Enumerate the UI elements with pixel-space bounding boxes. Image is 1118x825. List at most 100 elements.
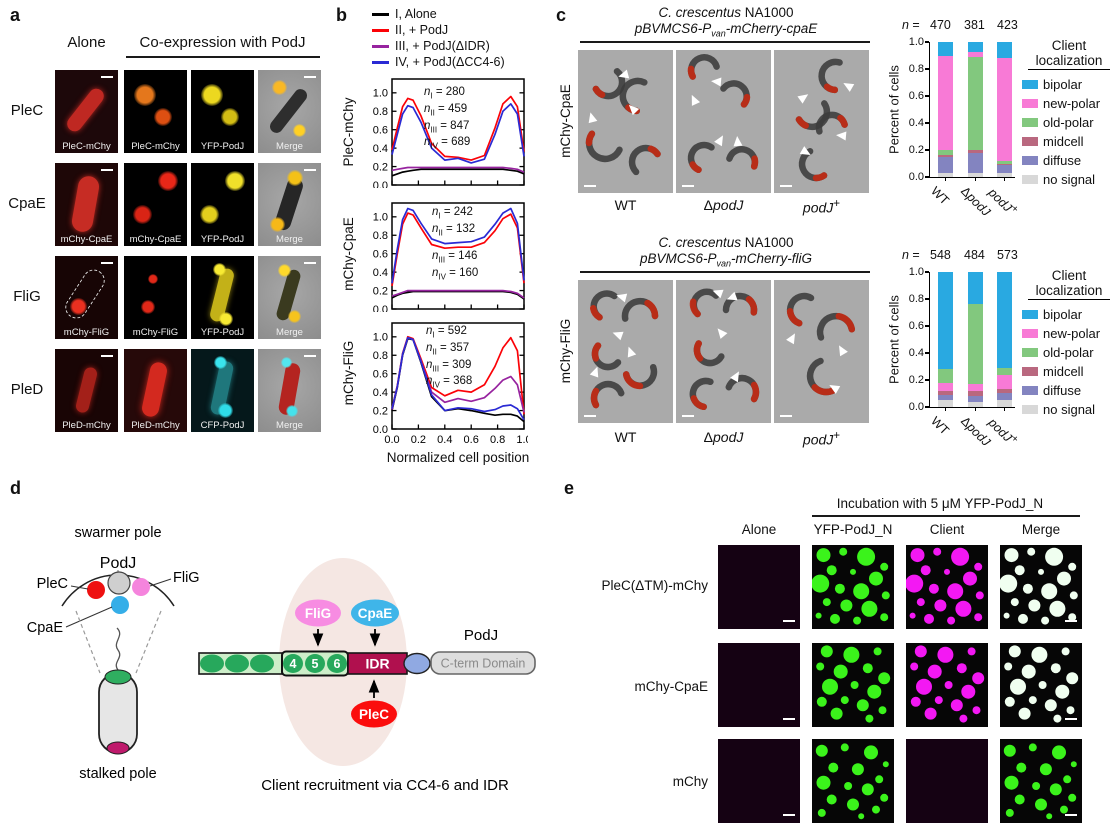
line-plot-plec: 0.0 0.2 0.4 0.6 0.8 1.0 (373, 78, 525, 188)
svg-text:0.4: 0.4 (373, 387, 388, 399)
legend-swatch (1022, 156, 1038, 165)
condition-label-podjplus: podJ+ (802, 429, 841, 448)
bar-segment (938, 400, 953, 407)
legend-title: Client (1051, 38, 1087, 53)
svg-text:1.0: 1.0 (516, 434, 528, 446)
legend-entry: II, + PodJ (372, 22, 505, 38)
svg-text:1.0: 1.0 (373, 212, 388, 224)
panel-e-label: e (564, 478, 575, 498)
micrograph-c-flig-podjplus (774, 280, 869, 423)
bar-ytick-label: 0.8 (908, 292, 924, 305)
plec-client-oval (351, 700, 397, 728)
legend-entry: no signal (1022, 170, 1116, 189)
bar-segment (968, 42, 983, 52)
plec-dot (87, 581, 105, 599)
cell-body (64, 85, 107, 135)
micrograph-pled-merge: Merge (258, 349, 321, 432)
client-localization-legend: Client localization bipolar new-polar old-po… (1022, 268, 1116, 419)
swarmer-pole-label: swarmer pole (74, 525, 161, 541)
svg-text:0.4: 0.4 (437, 434, 452, 446)
svg-text:0.0: 0.0 (373, 424, 388, 436)
flig-client-oval (295, 599, 341, 627)
bar-xtick (944, 177, 947, 181)
bar-xtick (974, 177, 977, 181)
stacked-bar-chart-flig: n = 548 484 573 Percent of cells 0.0 0.2 0.4 0.6… (884, 244, 1118, 470)
legend-entry: midcell (1022, 362, 1116, 381)
legend-entry: new-polar (1022, 324, 1116, 343)
cterm-box (430, 651, 536, 675)
bar-xtick (1003, 407, 1006, 411)
panel-a-header-alone: Alone (67, 34, 106, 51)
bar-segment (997, 389, 1012, 394)
bar-ytick-label: 0.2 (908, 143, 924, 156)
focus (272, 80, 287, 95)
micrograph-c-cpae-dpodj (676, 50, 771, 193)
micrograph-label: YFP-PodJ (200, 234, 245, 245)
plasmid-post: -mCherry-cpaE (725, 21, 818, 36)
scale-bar (304, 76, 316, 78)
e-row-label-mchy: mChy (672, 774, 708, 789)
micrograph-cpae-merge: Merge (258, 163, 321, 246)
bar-category-label: WT (927, 184, 952, 208)
cpae-client-label: CpaE (358, 606, 393, 621)
e-img-cpae-alone (718, 643, 800, 727)
stacked-bar (938, 272, 953, 407)
legend-line-swatch (372, 60, 389, 64)
bar-segment (968, 401, 983, 407)
bar-segment (938, 369, 953, 383)
c-row-label-flig: mChy-FliG (558, 318, 573, 384)
focus (148, 274, 158, 284)
legend-entry: diffuse (1022, 151, 1116, 170)
cell-outline (98, 672, 138, 754)
focus (213, 263, 226, 276)
legend-entry: old-polar (1022, 343, 1116, 362)
strain-name: C. crescentus (658, 235, 741, 250)
bar-segment (997, 367, 1012, 375)
legend-entry: I, Alone (372, 6, 505, 22)
bar-xtick (944, 407, 947, 411)
bar-segment (968, 150, 983, 153)
legend-label: old-polar (1043, 345, 1094, 360)
cterm-label: C-term Domain (441, 657, 526, 671)
e-col-header-merge: Merge (1021, 522, 1061, 537)
legend-label: no signal (1043, 402, 1096, 417)
scale-bar (101, 76, 113, 78)
focus (154, 108, 172, 126)
micrograph-label: YFP-PodJ (200, 141, 245, 152)
plot-n-annotation: nIII = 146 nIV = 160 (432, 250, 479, 282)
legend-entry: bipolar (1022, 305, 1116, 324)
legend-swatch (1022, 367, 1038, 376)
podj-label: PodJ (100, 555, 136, 572)
bar-ytick-label: 0.6 (908, 89, 924, 102)
bar-category-label: podJ+ (985, 185, 1020, 216)
legend-entry: no signal (1022, 400, 1116, 419)
legend-swatch (1022, 405, 1038, 414)
scale-bar (682, 185, 694, 187)
plot-n-annotation: nI = 242 nII = 132 (432, 206, 476, 238)
coiled-coil (200, 654, 224, 673)
panel-b-label: b (336, 5, 347, 25)
focus (287, 170, 303, 186)
legend-title: localization (1028, 283, 1110, 300)
micrograph-label: Merge (276, 141, 303, 152)
micrograph-label: mChy-FliG (63, 327, 110, 338)
panel-c-label: c (556, 5, 567, 25)
bar-segment (938, 272, 953, 370)
bar-segment (968, 173, 983, 177)
bar-segment (938, 42, 953, 56)
legend-label: bipolar (1043, 77, 1083, 92)
bar-n-value: 381 (964, 18, 985, 32)
bar-category-label: WT (927, 414, 952, 438)
micrograph-label: PleC-mChy (131, 141, 180, 152)
bar-segment (968, 272, 983, 305)
legend-swatch (1022, 386, 1038, 395)
micrograph-label: mChy-CpaE (60, 234, 113, 245)
legend-swatch (1022, 329, 1038, 338)
bar-ytick-label: 0.2 (908, 373, 924, 386)
focus (225, 171, 245, 191)
micrograph-label: mChy-CpaE (129, 234, 182, 245)
funnel-line-left (75, 610, 101, 674)
bar-segment (997, 58, 1012, 161)
row-label-pled: PleD (10, 381, 44, 398)
